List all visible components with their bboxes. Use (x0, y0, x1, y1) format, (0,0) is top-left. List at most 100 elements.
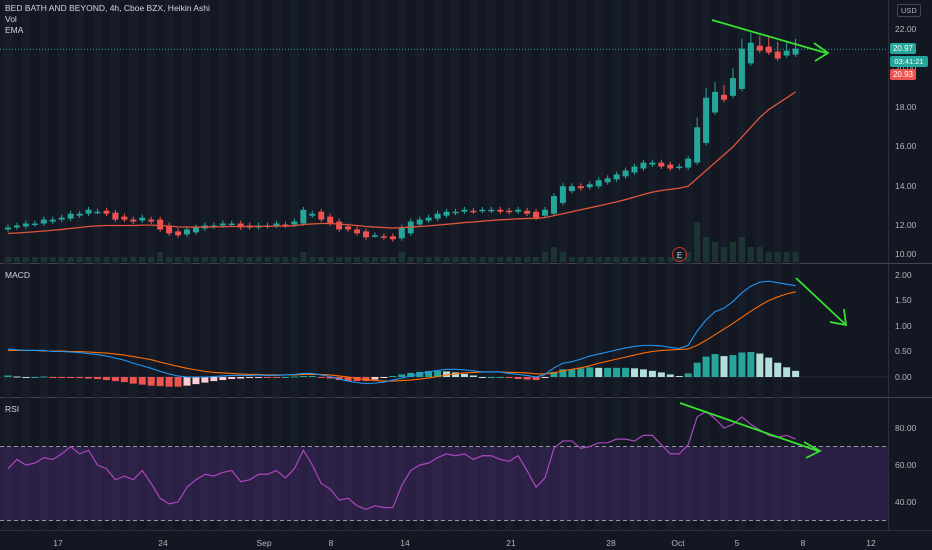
macd-histogram-bar (129, 377, 137, 384)
volume-bar (94, 257, 101, 262)
volume-bar (586, 257, 593, 262)
volume-bar (685, 252, 692, 262)
macd-histogram-bar (622, 367, 630, 377)
session-band (200, 0, 210, 530)
session-band (791, 0, 801, 530)
candle-body (228, 223, 235, 226)
candle-body (712, 91, 719, 113)
pane-separator[interactable] (0, 263, 932, 264)
last-price-badge: 20.97 (890, 43, 916, 54)
price-scale[interactable]: 22.00 20.00 18.00 16.00 14.00 12.00 10.0… (888, 0, 932, 263)
macd-histogram-bar (13, 376, 21, 378)
macd-scale[interactable]: 2.00 1.50 1.00 0.50 0.00 (888, 264, 932, 397)
macd-histogram-bar (183, 377, 191, 386)
candle-body (729, 78, 736, 96)
macd-histogram-bar (631, 368, 638, 377)
macd-histogram-bar (496, 377, 504, 378)
price-tick: 18.00 (895, 102, 917, 112)
symbol-title[interactable]: BED BATH AND BEYOND, 4h, Cboe BZX, Heiki… (5, 3, 210, 13)
candle-body (694, 127, 701, 163)
macd-histogram-bar (111, 377, 119, 382)
macd-tick: 0.50 (895, 346, 912, 356)
earnings-marker[interactable]: E (672, 247, 687, 262)
macd-histogram-bar (505, 377, 513, 379)
candle-body (85, 209, 92, 214)
ema-label[interactable]: EMA (5, 25, 24, 35)
candle-body (398, 227, 405, 239)
macd-histogram-bar (398, 374, 406, 377)
rsi-scale[interactable]: 80.00 60.00 40.00 (888, 398, 932, 530)
candle-body (640, 162, 647, 169)
macd-histogram-bar (299, 375, 307, 377)
volume-bar (157, 252, 164, 262)
volume-bar (559, 252, 566, 262)
volume-label[interactable]: Vol (5, 14, 17, 24)
pane-separator[interactable] (0, 397, 932, 398)
volume-bar (148, 257, 155, 262)
volume-bar (166, 257, 173, 262)
volume-bar (130, 257, 137, 262)
session-band (433, 0, 443, 530)
session-band (272, 0, 281, 530)
macd-histogram-bar (4, 375, 12, 377)
volume-bar (363, 257, 369, 262)
time-tick: Sep (256, 538, 272, 548)
macd-histogram-bar (657, 372, 665, 377)
session-band (755, 0, 765, 530)
macd-histogram-bar (228, 377, 236, 380)
macd-histogram-bar (102, 377, 110, 381)
session-band (343, 0, 353, 530)
session-band (737, 0, 747, 530)
volume-bar (318, 257, 325, 262)
rsi-tick: 60.00 (895, 460, 917, 470)
candle-body (542, 209, 548, 216)
candle-body (389, 236, 396, 240)
session-band (594, 0, 604, 530)
time-tick: 28 (606, 538, 616, 548)
macd-histogram-bar (487, 377, 495, 378)
macd-histogram-bar (443, 371, 451, 377)
macd-histogram-bar (425, 370, 433, 377)
candle-body (76, 213, 83, 216)
candle-body (649, 162, 656, 165)
time-axis[interactable] (0, 530, 932, 550)
candle-body (49, 219, 56, 222)
candle-body (192, 227, 199, 233)
currency-label[interactable]: USD (897, 4, 921, 17)
volume-bar (121, 257, 128, 262)
volume-bar (783, 252, 790, 262)
rsi-legend[interactable]: RSI (5, 404, 20, 414)
price-legend: BED BATH AND BEYOND, 4h, Cboe BZX, Heiki… (5, 3, 210, 36)
volume-bar (291, 257, 298, 262)
candle-body (452, 211, 459, 214)
macd-tick: 1.00 (895, 321, 912, 331)
volume-bar (85, 257, 92, 262)
volume-bar (533, 257, 540, 262)
candle-body (631, 166, 638, 173)
macd-histogram-bar (147, 377, 155, 386)
session-band (146, 0, 156, 530)
volume-bar (407, 257, 414, 262)
candle-body (524, 210, 531, 214)
session-band (379, 0, 389, 530)
time-tick: 8 (328, 538, 334, 548)
macd-histogram-bar (138, 377, 146, 385)
rsi-band (0, 446, 888, 521)
volume-bar (774, 252, 781, 262)
volume-bar (237, 257, 244, 262)
candle-body (327, 216, 334, 224)
session-band (218, 0, 228, 530)
candle-body (568, 186, 575, 192)
candle-body (416, 219, 423, 225)
macd-histogram-bar (792, 370, 800, 377)
session-band (415, 0, 425, 530)
macd-histogram-bar (281, 377, 289, 378)
macd-legend[interactable]: MACD (5, 270, 31, 280)
candle-body (13, 225, 20, 228)
rsi-arrow-head (803, 441, 822, 459)
volume-bar (425, 257, 432, 262)
volume-bar (667, 257, 674, 262)
candle-body (291, 221, 298, 225)
session-band (576, 0, 586, 530)
